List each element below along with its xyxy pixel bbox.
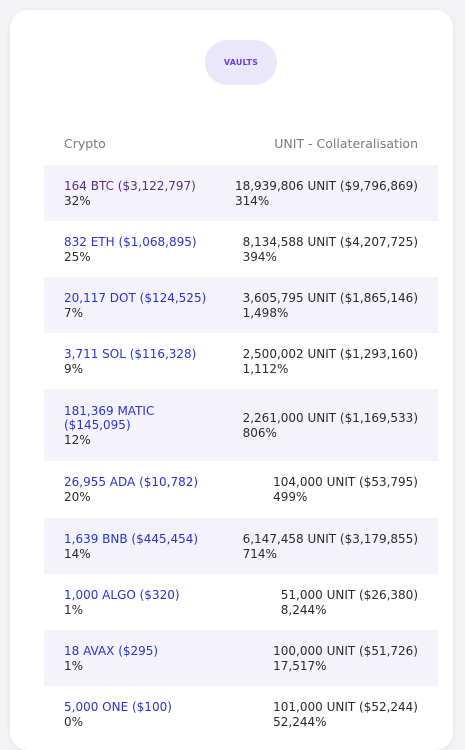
collateral-ratio: 714% — [242, 546, 277, 561]
collateral-ratio: 1,498% — [242, 305, 289, 320]
crypto-amount[interactable]: 181,369 MATIC ($145,095) — [64, 403, 155, 432]
table-row[interactable]: 1,639 BNB ($445,454) 14% 6,147,458 UNIT … — [44, 518, 438, 574]
unit-amount: 3,605,795 UNIT ($1,865,146) — [242, 290, 418, 305]
table-row[interactable]: 3,711 SOL ($116,328) 9% 2,500,002 UNIT (… — [44, 333, 438, 389]
collateral-ratio: 8,244% — [280, 602, 327, 617]
table-header: Crypto UNIT - Collateralisation — [44, 122, 438, 165]
unit-amount: 100,000 UNIT ($51,726) — [273, 643, 418, 658]
table-row[interactable]: 181,369 MATIC ($145,095) 12% 2,261,000 U… — [44, 389, 438, 461]
crypto-share: 32% — [64, 193, 91, 208]
crypto-share: 12% — [64, 432, 91, 447]
crypto-share: 0% — [64, 714, 84, 729]
vaults-tab-button[interactable]: VAULTS — [205, 40, 277, 85]
unit-amount: 101,000 UNIT ($52,244) — [273, 699, 418, 714]
column-header-unit: UNIT - Collateralisation — [274, 136, 418, 151]
crypto-share: 20% — [64, 490, 91, 504]
crypto-share: 1% — [64, 602, 84, 617]
crypto-share: 14% — [64, 546, 91, 561]
crypto-amount[interactable]: 1,000 ALGO ($320) — [64, 587, 180, 602]
collateral-ratio: 499% — [273, 490, 308, 504]
collateral-ratio: 1,112% — [242, 361, 289, 376]
unit-amount: 2,261,000 UNIT ($1,169,533) — [242, 410, 418, 425]
crypto-share: 9% — [64, 361, 84, 376]
column-header-crypto: Crypto — [64, 136, 106, 151]
crypto-amount[interactable]: 164 BTC ($3,122,797) — [64, 178, 196, 193]
table-row[interactable]: 26,955 ADA ($10,782) 20% 104,000 UNIT ($… — [44, 461, 438, 518]
vaults-card: VAULTS Crypto UNIT - Collateralisation 1… — [10, 10, 453, 750]
unit-amount: 51,000 UNIT ($26,380) — [280, 587, 418, 602]
crypto-amount[interactable]: 832 ETH ($1,068,895) — [64, 234, 197, 249]
table-row[interactable]: 20,117 DOT ($124,525) 7% 3,605,795 UNIT … — [44, 277, 438, 333]
table-row[interactable]: 164 BTC ($3,122,797) 32% 18,939,806 UNIT… — [44, 165, 438, 221]
crypto-share: 7% — [64, 305, 84, 320]
unit-amount: 2,500,002 UNIT ($1,293,160) — [242, 346, 418, 361]
crypto-amount[interactable]: 26,955 ADA ($10,782) — [64, 475, 199, 489]
collateral-ratio: 394% — [242, 249, 277, 264]
collateral-ratio: 806% — [242, 425, 277, 440]
collateral-ratio: 17,517% — [273, 658, 327, 673]
crypto-amount[interactable]: 18 AVAX ($295) — [64, 643, 159, 658]
collateral-ratio: 52,244% — [273, 714, 327, 729]
table-row[interactable]: 5,000 ONE ($100) 0% 101,000 UNIT ($52,24… — [44, 686, 438, 742]
unit-amount: 6,147,458 UNIT ($3,179,855) — [242, 531, 418, 546]
table-row[interactable]: 832 ETH ($1,068,895) 25% 8,134,588 UNIT … — [44, 221, 438, 277]
table-row[interactable]: 1,000 ALGO ($320) 1% 51,000 UNIT ($26,38… — [44, 574, 438, 630]
crypto-amount[interactable]: 3,711 SOL ($116,328) — [64, 346, 197, 361]
table-row[interactable]: 18 AVAX ($295) 1% 100,000 UNIT ($51,726)… — [44, 630, 438, 686]
collateral-ratio: 314% — [234, 193, 270, 208]
unit-amount: 18,939,806 UNIT ($9,796,869) — [234, 178, 418, 193]
crypto-share: 25% — [64, 249, 91, 264]
unit-amount: 8,134,588 UNIT ($4,207,725) — [242, 234, 418, 249]
crypto-share: 1% — [64, 658, 84, 673]
vaults-table: Crypto UNIT - Collateralisation 164 BTC … — [44, 122, 438, 742]
crypto-amount[interactable]: 5,000 ONE ($100) — [64, 699, 172, 714]
unit-amount: 104,000 UNIT ($53,795) — [273, 475, 418, 489]
crypto-amount[interactable]: 20,117 DOT ($124,525) — [64, 290, 207, 305]
crypto-amount[interactable]: 1,639 BNB ($445,454) — [64, 531, 199, 546]
